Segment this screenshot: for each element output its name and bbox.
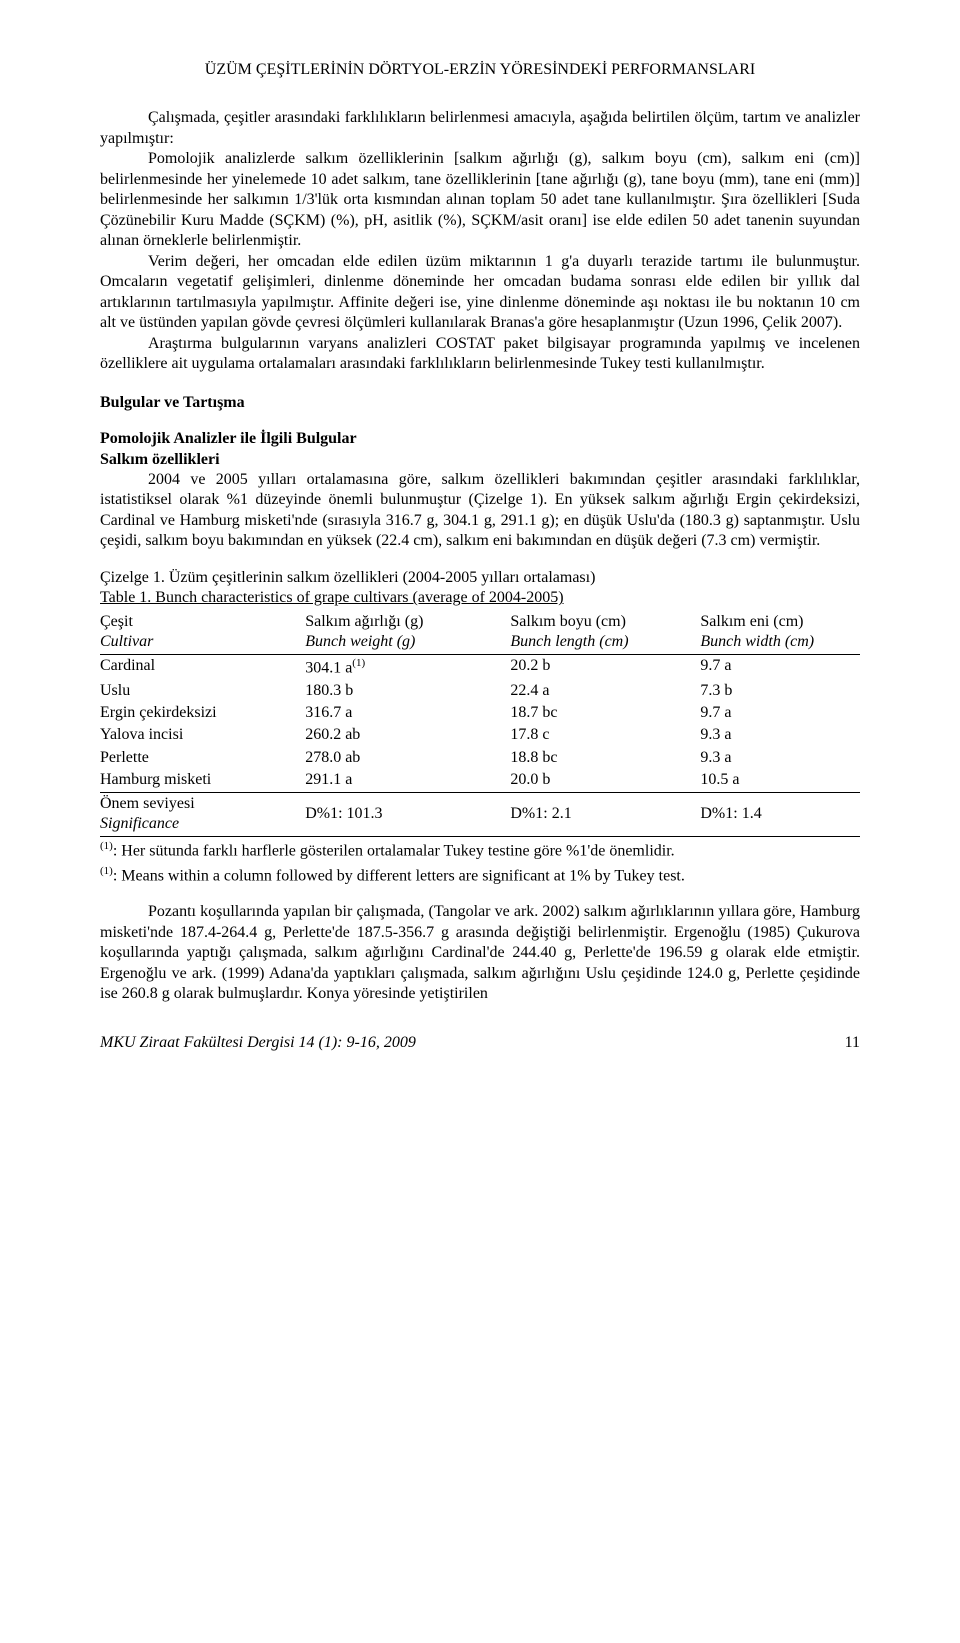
cultivar-name: Perlette: [100, 747, 305, 769]
table-row: Perlette278.0 ab18.8 bc9.3 a: [100, 747, 860, 769]
table-caption-tr: Çizelge 1. Üzüm çeşitlerinin salkım özel…: [100, 568, 860, 588]
bunch-weight-value: 180.3 b: [305, 680, 510, 702]
th-length: Salkım boyu (cm) Bunch length (cm): [510, 611, 700, 654]
table-row: Uslu180.3 b22.4 a7.3 b: [100, 680, 860, 702]
bunch-characteristics-table: Çeşit Cultivar Salkım ağırlığı (g) Bunch…: [100, 611, 860, 837]
table-footnote-en: (1): Means within a column followed by d…: [100, 864, 860, 887]
bunch-weight-value: 316.7 a: [305, 702, 510, 724]
paragraph-3: Verim değeri, her omcadan elde edilen üz…: [100, 252, 860, 334]
th-weight: Salkım ağırlığı (g) Bunch weight (g): [305, 611, 510, 654]
bunch-width-value: 7.3 b: [700, 680, 860, 702]
table-header-row: Çeşit Cultivar Salkım ağırlığı (g) Bunch…: [100, 611, 860, 654]
bunch-width-value: 9.7 a: [700, 654, 860, 679]
sig-c1: D%1: 101.3: [305, 792, 510, 836]
bunch-width-value: 9.7 a: [700, 702, 860, 724]
cultivar-name: Hamburg misketi: [100, 769, 305, 792]
journal-citation: MKU Ziraat Fakültesi Dergisi 14 (1): 9-1…: [100, 1033, 416, 1053]
paragraph-1: Çalışmada, çeşitler arasındaki farklılık…: [100, 108, 860, 149]
table-row: Ergin çekirdeksizi316.7 a18.7 bc9.7 a: [100, 702, 860, 724]
bunch-weight-value: 278.0 ab: [305, 747, 510, 769]
bunch-weight-value: 291.1 a: [305, 769, 510, 792]
paragraph-2: Pomolojik analizlerde salkım özellikleri…: [100, 149, 860, 251]
th-cesit: Çeşit Cultivar: [100, 611, 305, 654]
sig-label: Önem seviyesi Significance: [100, 792, 305, 836]
bunch-length-value: 18.7 bc: [510, 702, 700, 724]
bunch-weight-value: 304.1 a(1): [305, 654, 510, 679]
table-row: Yalova incisi260.2 ab17.8 c9.3 a: [100, 724, 860, 746]
paragraph-5: 2004 ve 2005 yılları ortalamasına göre, …: [100, 470, 860, 552]
bunch-width-value: 9.3 a: [700, 724, 860, 746]
table-significance-row: Önem seviyesi Significance D%1: 101.3 D%…: [100, 792, 860, 836]
th-width: Salkım eni (cm) Bunch width (cm): [700, 611, 860, 654]
bunch-width-value: 10.5 a: [700, 769, 860, 792]
section-heading-results: Bulgular ve Tartışma: [100, 393, 860, 413]
table-footnote-tr: (1): Her sütunda farklı harflerle göster…: [100, 839, 860, 862]
bunch-length-value: 18.8 bc: [510, 747, 700, 769]
bunch-length-value: 22.4 a: [510, 680, 700, 702]
page-footer: MKU Ziraat Fakültesi Dergisi 14 (1): 9-1…: [100, 1033, 860, 1053]
bunch-length-value: 20.2 b: [510, 654, 700, 679]
paragraph-4: Araştırma bulgularının varyans analizler…: [100, 334, 860, 375]
sig-c2: D%1: 2.1: [510, 792, 700, 836]
cultivar-name: Uslu: [100, 680, 305, 702]
table-row: Hamburg misketi291.1 a20.0 b10.5 a: [100, 769, 860, 792]
subsection-heading-bunch: Salkım özellikleri: [100, 450, 860, 470]
bunch-width-value: 9.3 a: [700, 747, 860, 769]
cultivar-name: Ergin çekirdeksizi: [100, 702, 305, 724]
bunch-length-value: 17.8 c: [510, 724, 700, 746]
table-caption-en: Table 1. Bunch characteristics of grape …: [100, 588, 860, 608]
page-number: 11: [845, 1033, 860, 1053]
paragraph-6: Pozantı koşullarında yapılan bir çalışma…: [100, 902, 860, 1004]
bunch-weight-value: 260.2 ab: [305, 724, 510, 746]
page-title: ÜZÜM ÇEŞİTLERİNİN DÖRTYOL-ERZİN YÖRESİND…: [100, 60, 860, 80]
table-row: Cardinal304.1 a(1)20.2 b9.7 a: [100, 654, 860, 679]
cultivar-name: Cardinal: [100, 654, 305, 679]
sig-c3: D%1: 1.4: [700, 792, 860, 836]
subsection-heading-pomological: Pomolojik Analizler ile İlgili Bulgular: [100, 429, 860, 449]
cultivar-name: Yalova incisi: [100, 724, 305, 746]
bunch-length-value: 20.0 b: [510, 769, 700, 792]
